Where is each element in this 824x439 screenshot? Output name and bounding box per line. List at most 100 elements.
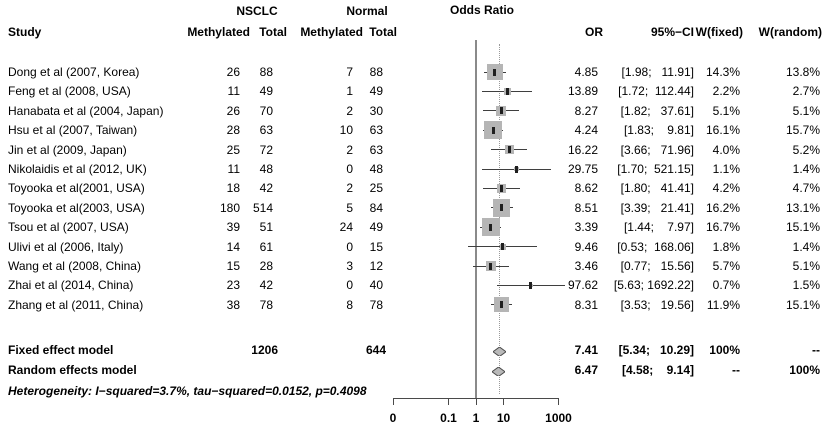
study-ci: [1.80; 41.41] — [620, 181, 694, 196]
study-w-random: 13.8% — [785, 65, 820, 79]
model-w-random: 100% — [789, 363, 820, 377]
model-normal-total: 644 — [365, 343, 386, 357]
point-estimate-marker — [499, 301, 503, 309]
model-w-random: -- — [812, 343, 820, 357]
study-w-fixed: 4.2% — [712, 181, 740, 196]
study-nsclc-methylated: 18 — [226, 181, 240, 196]
study-name: Zhang et al (2011, China) — [8, 297, 144, 312]
study-w-fixed: 1.8% — [712, 239, 740, 254]
reference-line — [475, 40, 477, 398]
study-or: 97.62 — [567, 278, 598, 293]
study-nsclc-total: 51 — [259, 220, 273, 235]
study-w-fixed: 16.2% — [705, 200, 740, 215]
column-header-nsclc-total: Total — [259, 25, 287, 39]
x-axis-tick-label: 10 — [496, 411, 511, 425]
study-ci: [3.39; 21.41] — [620, 200, 694, 215]
pooled-diamond — [490, 365, 506, 377]
study-normal-total: 49 — [369, 84, 383, 99]
study-nsclc-total: 49 — [259, 84, 273, 99]
study-w-random: 1.4% — [792, 162, 820, 176]
study-nsclc-methylated: 26 — [226, 65, 240, 79]
study-normal-methylated: 0 — [346, 278, 353, 293]
point-estimate-marker — [489, 262, 493, 270]
study-w-fixed: 14.3% — [705, 65, 740, 79]
study-ci: [1.72; 112.44] — [618, 84, 694, 99]
study-nsclc-methylated: 23 — [226, 278, 240, 293]
study-or: 9.46 — [574, 239, 598, 254]
model-ci: [4.58; 9.14] — [621, 363, 694, 377]
study-normal-total: 48 — [369, 162, 383, 176]
pooled-estimate-dotted-line — [499, 44, 501, 394]
study-w-random: 2.7% — [792, 84, 820, 99]
model-ci: [5.34; 10.29] — [618, 343, 694, 357]
study-normal-total: 15 — [369, 239, 383, 254]
study-w-random: 13.1% — [785, 200, 820, 215]
study-w-fixed: 5.1% — [712, 103, 740, 118]
study-nsclc-total: 72 — [259, 142, 273, 157]
study-normal-total: 49 — [369, 220, 383, 235]
study-ci: [1.44; 7.97] — [623, 220, 694, 235]
study-nsclc-methylated: 15 — [226, 259, 240, 273]
point-estimate-marker — [491, 126, 495, 134]
model-name: Fixed effect model — [8, 343, 114, 357]
study-or: 4.24 — [574, 123, 598, 138]
plot-title: Odds Ratio — [449, 3, 514, 17]
study-name: Jin et al (2009, Japan) — [8, 142, 127, 157]
study-w-random: 15.1% — [785, 297, 820, 312]
study-w-fixed: 16.1% — [705, 123, 740, 138]
study-nsclc-total: 42 — [259, 278, 273, 293]
study-or: 3.39 — [574, 220, 598, 235]
study-w-fixed: 4.0% — [712, 142, 740, 157]
study-nsclc-methylated: 28 — [226, 123, 240, 138]
study-nsclc-methylated: 14 — [226, 239, 240, 254]
study-name: Zhai et al (2014, China) — [8, 278, 134, 293]
study-name: Toyooka et al(2001, USA) — [8, 181, 145, 196]
study-normal-methylated: 10 — [339, 123, 353, 138]
column-group-nsclc: NSCLC — [236, 4, 278, 18]
study-name: Feng et al (2008, USA) — [8, 84, 131, 99]
study-or: 8.31 — [574, 297, 598, 312]
column-header-or: OR — [585, 25, 603, 39]
study-w-random: 15.7% — [785, 123, 820, 138]
point-estimate-marker — [507, 146, 511, 154]
model-w-fixed: 100% — [709, 343, 740, 357]
study-ci: [1.70; 521.15] — [617, 162, 694, 176]
study-normal-total: 25 — [369, 181, 383, 196]
study-w-random: 1.4% — [792, 239, 820, 254]
study-normal-methylated: 5 — [346, 200, 353, 215]
study-ci: [1.83; 9.81] — [623, 123, 694, 138]
study-nsclc-total: 48 — [259, 162, 273, 176]
study-normal-methylated: 24 — [339, 220, 353, 235]
study-name: Wang et al (2008, China) — [8, 259, 141, 273]
study-normal-methylated: 2 — [346, 142, 353, 157]
study-nsclc-methylated: 11 — [227, 84, 240, 99]
study-nsclc-total: 78 — [259, 297, 273, 312]
study-nsclc-total: 63 — [259, 123, 273, 138]
study-or: 8.51 — [574, 200, 598, 215]
study-w-random: 1.5% — [792, 278, 820, 293]
heterogeneity-note: Heterogeneity: I−squared=3.7%, tau−squar… — [8, 384, 367, 398]
study-w-fixed: 11.9% — [706, 297, 740, 312]
study-ci: [1.98; 11.91] — [621, 65, 695, 79]
study-or: 29.75 — [567, 162, 598, 176]
study-w-fixed: 0.7% — [712, 278, 740, 293]
study-nsclc-methylated: 11 — [227, 162, 240, 176]
study-normal-methylated: 0 — [346, 162, 353, 176]
column-group-normal: Normal — [346, 4, 388, 18]
study-nsclc-methylated: 26 — [226, 103, 240, 118]
study-name: Hanabata et al (2004, Japan) — [8, 103, 164, 118]
study-w-random: 5.1% — [792, 103, 820, 118]
study-ci: [3.53; 19.56] — [620, 297, 694, 312]
x-axis-tick — [503, 398, 505, 405]
column-header-study: Study — [8, 25, 42, 39]
x-axis-tick-label: 0.1 — [440, 411, 457, 425]
study-name: Nikolaidis et al (2012, UK) — [8, 162, 147, 176]
x-axis-tick-label: 1 — [472, 411, 480, 425]
study-normal-total: 12 — [369, 259, 383, 273]
point-estimate-marker — [493, 68, 497, 76]
point-estimate-marker — [505, 87, 509, 95]
study-ci: [5.63; 1692.22] — [613, 278, 694, 293]
study-or: 4.85 — [574, 65, 598, 79]
